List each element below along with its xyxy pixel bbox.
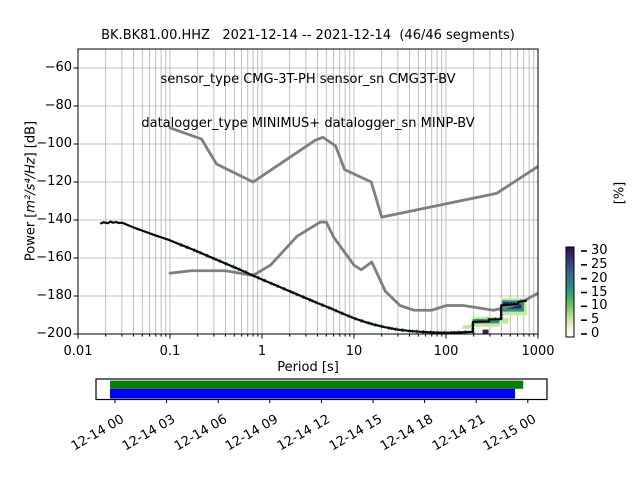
y-tick-label: −160	[36, 250, 72, 265]
colorbar	[565, 246, 575, 338]
colorbar-tick-label: 25	[591, 256, 608, 272]
colorbar-tick-label: 0	[591, 326, 600, 341]
timeline-ticks	[114, 399, 529, 403]
noise-model-low-NLNM-curve	[168, 220, 538, 312]
y-tick-label: −100	[36, 136, 72, 151]
y-tick-label: −180	[36, 288, 72, 303]
colorbar-tick-label: 10	[591, 298, 608, 314]
title-line-1: BK.BK81.00.HHZ 2021-12-14 -- 2021-12-14 …	[101, 28, 515, 44]
x-tick-label: 0.1	[159, 344, 181, 359]
colorbar-tick-label: 5	[591, 312, 600, 328]
x-tick-label: 100	[433, 344, 459, 359]
colorbar-tick-label: 15	[591, 284, 608, 300]
y-tick-label: −200	[36, 326, 72, 341]
axis-ticks	[73, 67, 539, 339]
colorbar-tick-label: 30	[591, 243, 608, 258]
x-axis-label: Period [s]	[277, 360, 339, 375]
x-tick-label: 0.01	[63, 344, 93, 359]
coverage-top-bar	[110, 380, 524, 389]
psd-mode-curve	[99, 220, 528, 334]
x-tick-label: 10	[345, 344, 363, 359]
x-tick-label: 1000	[521, 344, 555, 359]
y-tick-label: −60	[44, 60, 72, 75]
noise-model-high-NHNM-curve	[168, 126, 538, 219]
colorbar-ticks	[581, 250, 587, 335]
title-line-2: sensor_type CMG-3T-PH sensor_sn CMG3T-BV	[160, 71, 456, 87]
y-tick-label: −80	[44, 98, 72, 113]
colorbar-percent-label: [%]	[612, 181, 628, 205]
figure-title: BK.BK81.00.HHZ 2021-12-14 -- 2021-12-14 …	[101, 0, 515, 161]
coverage-bottom-bar	[110, 388, 516, 399]
x-tick-label: 1	[257, 344, 267, 359]
y-tick-label: −140	[36, 212, 72, 227]
grid-lines	[77, 49, 539, 335]
title-line-3: datalogger_type MINIMUS+ datalogger_sn M…	[141, 115, 475, 131]
y-tick-label: −120	[36, 174, 72, 189]
plot-border	[77, 48, 539, 335]
colorbar-tick-label: 20	[591, 270, 608, 286]
